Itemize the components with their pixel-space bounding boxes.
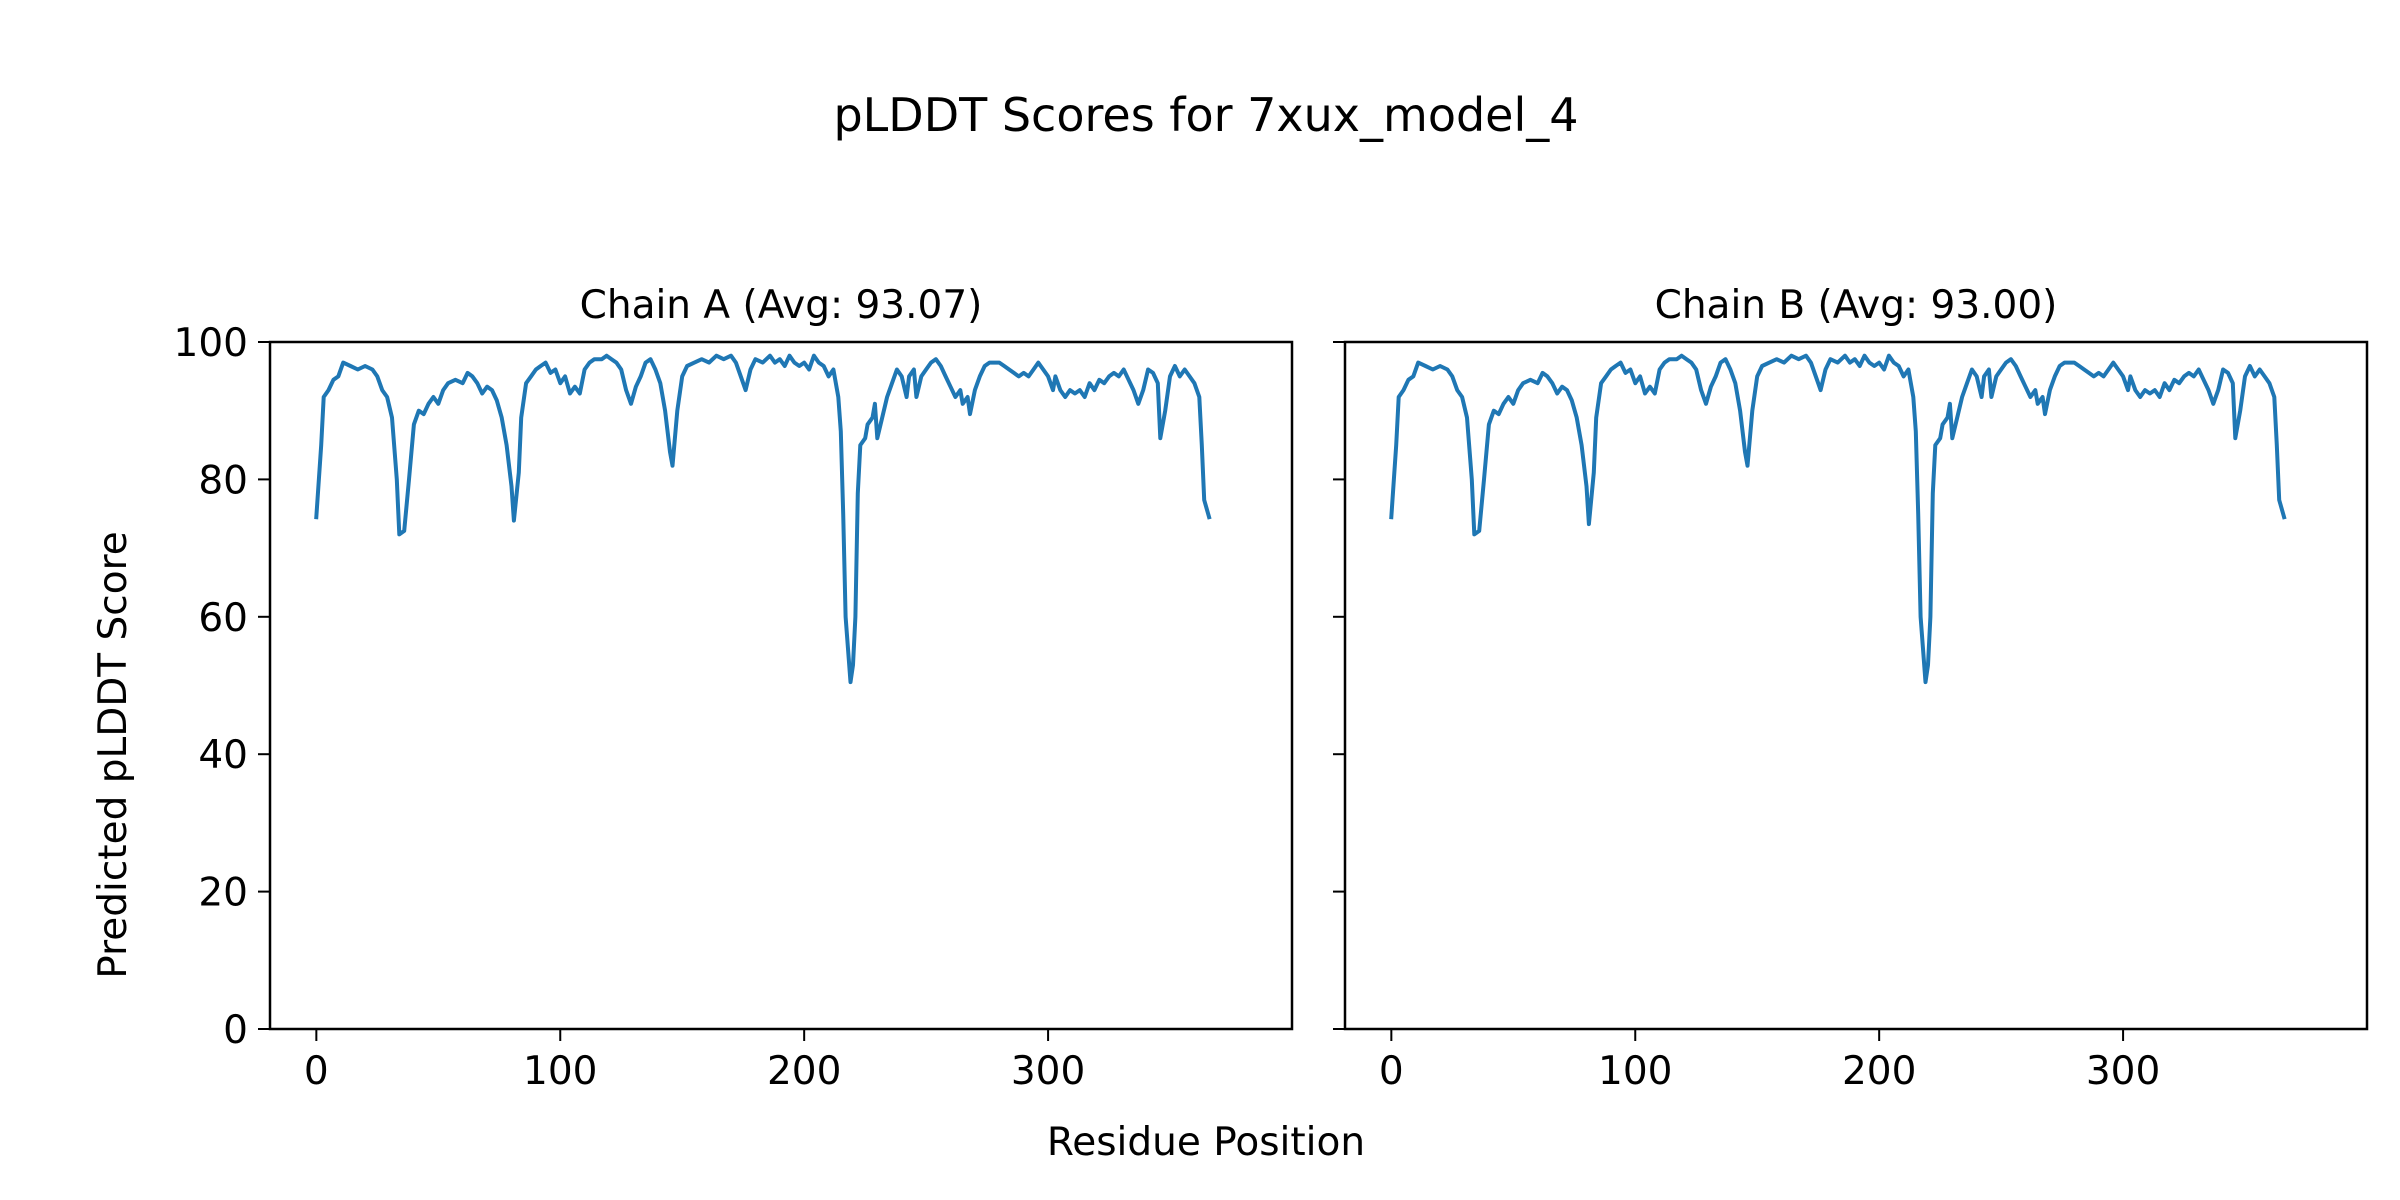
axes-frame-chain-a (268, 340, 1294, 1031)
plddt-line-chain-b (1389, 353, 2287, 685)
panel-title-chain-b: Chain B (Avg: 93.00) (1655, 283, 2058, 328)
y-tick-label-chain-a-60: 60 (198, 596, 248, 641)
x-tick-label-chain-a-300: 300 (1011, 1049, 1085, 1094)
y-tick-label-chain-a-80: 80 (198, 458, 248, 503)
x-tick-label-chain-a-200: 200 (767, 1049, 841, 1094)
x-tick-label-chain-b-0: 0 (1379, 1049, 1404, 1094)
y-tick-label-chain-a-20: 20 (198, 871, 248, 916)
x-tick-label-chain-a-100: 100 (523, 1049, 597, 1094)
chart-panel-chain-b: Chain B (Avg: 93.00) 0 100 200 300 (1333, 283, 2369, 1094)
y-axis-label: Predicted pLDDT Score (91, 531, 136, 978)
axes-frame-chain-b (1343, 340, 2369, 1031)
y-tick-label-chain-a-100: 100 (174, 321, 248, 366)
x-tick-label-chain-b-300: 300 (2086, 1049, 2160, 1094)
plddt-line-chain-a (314, 353, 1212, 685)
y-tick-label-chain-a-40: 40 (198, 733, 248, 778)
x-tick-label-chain-a-0: 0 (304, 1049, 329, 1094)
y-tick-label-chain-a-0: 0 (223, 1008, 248, 1053)
panel-title-chain-a: Chain A (Avg: 93.07) (580, 283, 983, 328)
figure-title: pLDDT Scores for 7xux_model_4 (833, 88, 1578, 142)
x-tick-label-chain-b-200: 200 (1842, 1049, 1916, 1094)
x-axis-label: Residue Position (1047, 1120, 1365, 1165)
x-tick-label-chain-b-100: 100 (1598, 1049, 1672, 1094)
chart-panel-chain-a: Chain A (Avg: 93.07) 0 100 200 300 0 20 40 60 80 1… (174, 283, 1294, 1094)
